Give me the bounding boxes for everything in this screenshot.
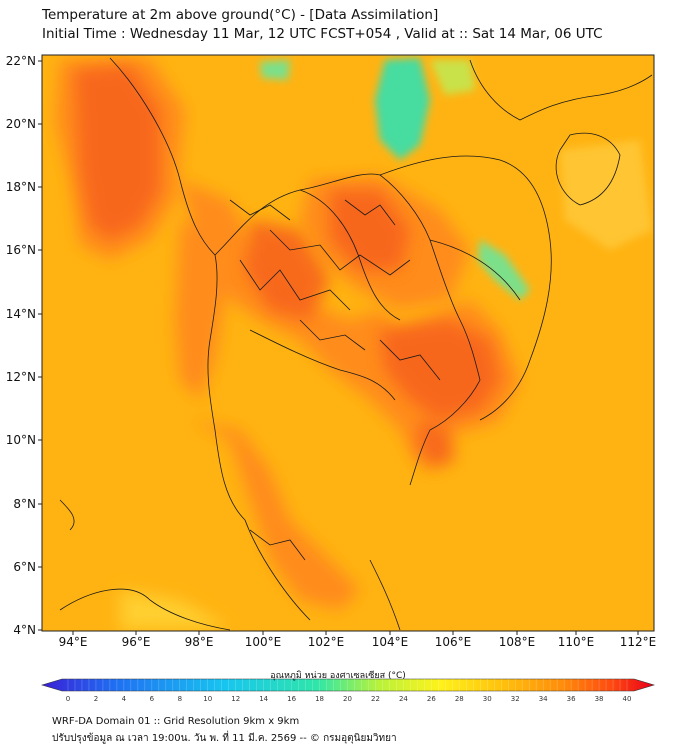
boundaries	[59, 57, 653, 631]
lat-label-18n: 18°N	[6, 180, 36, 194]
colorbar-tick-label: 38	[595, 695, 604, 703]
colorbar-tick-label: 2	[94, 695, 98, 703]
lat-label-12n: 12°N	[6, 370, 36, 384]
colorbar-tick-label: 0	[66, 695, 70, 703]
lat-label-14n: 14°N	[6, 307, 36, 321]
lat-label-10n: 10°N	[6, 433, 36, 447]
colorbar-tick-label: 26	[427, 695, 436, 703]
colorbar-tick-label: 22	[371, 695, 380, 703]
colorbar-tick-label: 16	[287, 695, 296, 703]
colorbar-title: อุณหภูมิ หน่วย องศาเซลเซียส (°C)	[270, 671, 406, 681]
lon-label-98e: 98°E	[185, 635, 214, 649]
colorbar: 0 2 4 6 8 10 12 14 16 18 20 22 24 26 28 30 32 34 36 38 40	[40, 678, 656, 703]
lon-label-104e: 104°E	[372, 635, 409, 649]
lon-label-102e: 102°E	[308, 635, 345, 649]
colorbar-ticks: 0 2 4 6 8 10 12 14 16 18 20 22 24 26 28 30 32 34 36 38 40	[66, 679, 632, 703]
colorbar-tick-label: 18	[315, 695, 324, 703]
lon-label-96e: 96°E	[122, 635, 151, 649]
map-subtitle: Initial Time : Wednesday 11 Mar, 12 UTC …	[42, 26, 603, 42]
footer-model-info: WRF-DA Domain 01 :: Grid Resolution 9km …	[52, 716, 300, 727]
lat-label-22n: 22°N	[6, 54, 36, 68]
colorbar-tick-label: 10	[203, 695, 212, 703]
lon-label-108e: 108°E	[499, 635, 536, 649]
lon-label-110e: 110°E	[558, 635, 595, 649]
lon-label-106e: 106°E	[435, 635, 472, 649]
lat-label-4n: 4°N	[13, 623, 36, 637]
colorbar-tick-label: 24	[399, 695, 408, 703]
colorbar-tick-label: 34	[539, 695, 548, 703]
colorbar-tick-label: 32	[511, 695, 520, 703]
colorbar-tick-label: 8	[178, 695, 182, 703]
lon-label-112e: 112°E	[620, 635, 657, 649]
colorbar-tick-label: 30	[483, 695, 492, 703]
lat-label-20n: 20°N	[6, 117, 36, 131]
colorbar-ramp	[40, 678, 656, 692]
plot-frame	[41, 54, 655, 632]
colorbar-tick-label: 14	[259, 695, 268, 703]
map-title: Temperature at 2m above ground(°C) - [Da…	[42, 7, 439, 23]
colorbar-tick-label: 28	[455, 695, 464, 703]
lon-label-100e: 100°E	[245, 635, 282, 649]
lat-label-16n: 16°N	[6, 243, 36, 257]
colorbar-tick-label: 12	[231, 695, 240, 703]
lon-label-94e: 94°E	[59, 635, 88, 649]
temperature-field	[42, 55, 654, 631]
lat-label-8n: 8°N	[13, 497, 36, 511]
lat-label-6n: 6°N	[13, 560, 36, 574]
colorbar-tick-label: 36	[567, 695, 576, 703]
footer-update-info: ปรับปรุงข้อมูล ณ เวลา 19:00น. วัน พ. ที่…	[52, 733, 397, 744]
lon-axis: 94°E 96°E 98°E 100°E 102°E 104°E 106°E 1…	[59, 631, 657, 649]
colorbar-tick-label: 20	[343, 695, 352, 703]
colorbar-tick-label: 4	[122, 695, 127, 703]
colorbar-tick-label: 40	[623, 695, 632, 703]
colorbar-tick-label: 6	[150, 695, 155, 703]
lat-axis: 22°N 20°N 18°N 16°N 14°N 12°N 10°N 8°N 6…	[6, 54, 42, 637]
